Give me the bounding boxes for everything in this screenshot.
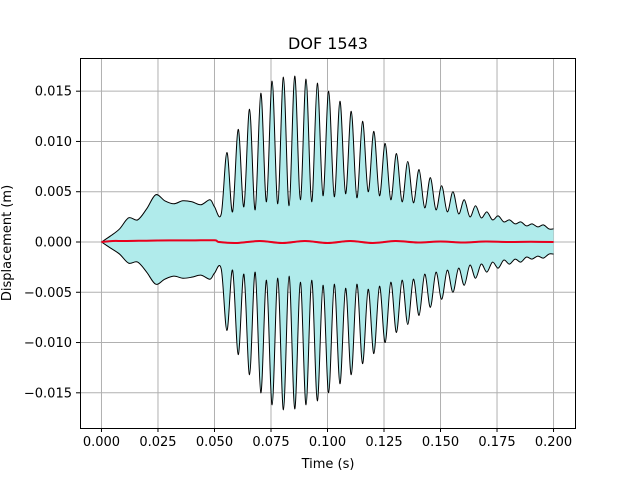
x-tick-label: 0.100 bbox=[309, 435, 346, 450]
y-axis-ticks: −0.015 −0.010 −0.005 0.000 0.005 0.010 0.015 bbox=[24, 85, 80, 401]
y-tick-label: 0.005 bbox=[35, 185, 72, 200]
x-tick-label: 0.050 bbox=[196, 435, 233, 450]
y-tick-label: −0.010 bbox=[24, 336, 72, 351]
x-tick-label: 0.075 bbox=[252, 435, 289, 450]
y-tick-label: −0.015 bbox=[24, 386, 72, 401]
y-tick-label: −0.005 bbox=[24, 286, 72, 301]
x-axis-ticks: 0.000 0.025 0.050 0.075 0.100 0.125 0.150 0.175… bbox=[83, 428, 572, 450]
y-tick-label: 0.000 bbox=[35, 235, 72, 250]
upper-envelope-line bbox=[101, 75, 554, 243]
y-tick-label: 0.015 bbox=[35, 85, 72, 100]
x-tick-label: 0.150 bbox=[422, 435, 459, 450]
lower-envelope-line bbox=[101, 241, 554, 411]
y-tick-label: 0.010 bbox=[35, 135, 72, 150]
x-tick-label: 0.200 bbox=[535, 435, 572, 450]
mean-line-path bbox=[101, 239, 554, 245]
x-tick-label: 0.000 bbox=[83, 435, 120, 450]
x-axis-label: Time (s) bbox=[301, 457, 355, 472]
x-tick-label: 0.175 bbox=[478, 435, 515, 450]
x-tick-label: 0.025 bbox=[139, 435, 176, 450]
chart-title: DOF 1543 bbox=[288, 34, 368, 53]
y-axis-label: Displacement (m) bbox=[0, 185, 15, 301]
mean-line bbox=[101, 239, 554, 245]
x-tick-label: 0.125 bbox=[365, 435, 402, 450]
